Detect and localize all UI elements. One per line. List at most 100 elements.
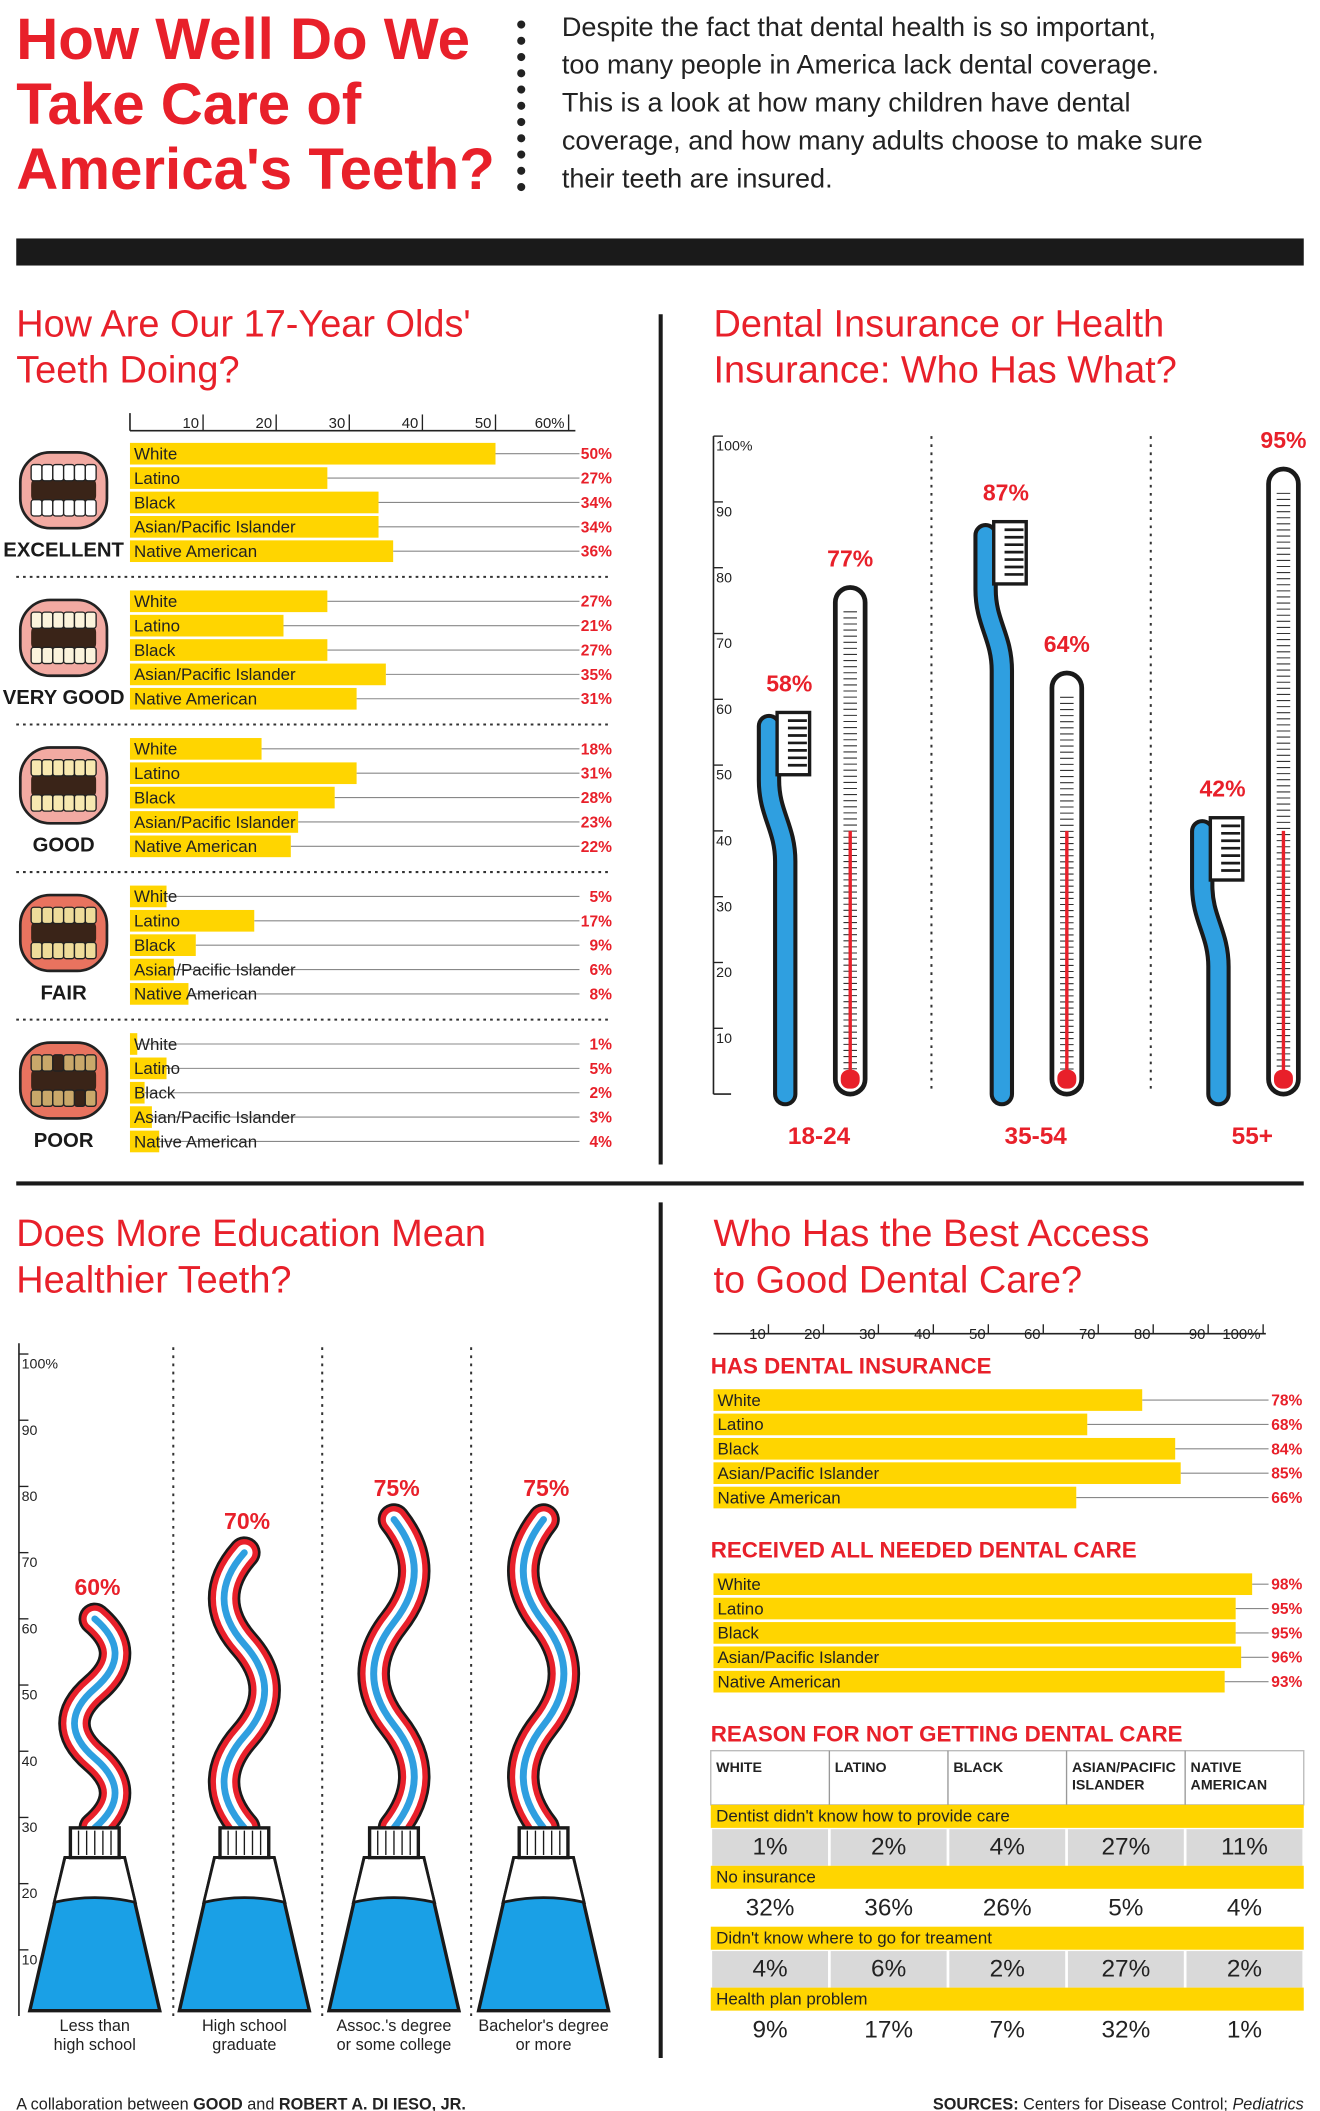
bar [129, 885, 167, 908]
series-label: White [134, 740, 177, 759]
tooth [41, 906, 54, 925]
cell [830, 1829, 947, 1866]
bar [129, 983, 189, 1005]
y-tick-label: 30 [716, 899, 732, 915]
bar [713, 1462, 1181, 1484]
x-tick-label: 10 [749, 1327, 766, 1343]
x-tick-label: 50 [969, 1327, 986, 1343]
x-tick-label: 60 [1024, 1327, 1041, 1343]
tooth [41, 646, 54, 665]
series-label: White [134, 887, 177, 906]
series-label: Black [134, 1084, 176, 1103]
tooth [73, 794, 86, 812]
cell [1067, 1890, 1184, 1927]
value-label: 50% [581, 446, 612, 463]
cell [712, 2011, 829, 2049]
series-label: Asian/Pacific Islander [134, 665, 296, 684]
value-label: 95% [1271, 1625, 1302, 1642]
tooth [73, 1089, 86, 1107]
bar [129, 811, 299, 833]
value-label: 95% [1271, 1601, 1302, 1618]
y-tick-label: 40 [22, 1754, 38, 1770]
tooth [52, 759, 65, 777]
value-label: 93% [1271, 1674, 1302, 1691]
chart-title: Insurance: Who Has What? [713, 350, 1176, 392]
tube-top [351, 1856, 437, 1905]
x-tick-label: 40 [402, 416, 419, 432]
value-label: 66% [1271, 1490, 1302, 1507]
paste-white [365, 1511, 423, 1836]
rating-label: GOOD [33, 835, 95, 857]
tooth [52, 1089, 65, 1107]
section-heading: RECEIVED ALL NEEDED DENTAL CARE [711, 1538, 1137, 1563]
value-label: 17% [581, 913, 612, 930]
series-label: Latino [134, 764, 180, 783]
cell-value: 36% [864, 1895, 913, 1922]
thermometer [1266, 466, 1301, 1097]
tooth [41, 499, 54, 517]
cell-value: 7% [990, 2016, 1025, 2043]
row-label-band [710, 1987, 1304, 2011]
tooth [41, 611, 54, 630]
cell [1186, 2011, 1303, 2049]
series-label: Native American [134, 1132, 257, 1151]
series-label: Latino [134, 616, 180, 635]
cell [1067, 1951, 1184, 1988]
series-label: Asian/Pacific Islander [134, 1108, 296, 1127]
x-tick-label: 55+ [1232, 1123, 1273, 1150]
value-label: 60% [74, 1574, 120, 1600]
value-label: 36% [581, 544, 612, 561]
value-label: 27% [581, 471, 612, 488]
series-label: White [134, 592, 177, 611]
credit-org: GOOD [193, 2096, 243, 2111]
x-tick-label: or more [516, 2036, 572, 2054]
series-label: Black [134, 936, 176, 955]
title: America's Teeth? [16, 137, 495, 202]
column-header: AMERICAN [1191, 1778, 1268, 1794]
bar [129, 515, 379, 538]
value-label: 87% [983, 480, 1029, 506]
cell-value: 26% [983, 1895, 1032, 1922]
bar [129, 934, 196, 956]
value-label: 27% [581, 594, 612, 611]
y-tick-label: 90 [716, 504, 732, 520]
tooth [41, 463, 54, 482]
tooth [52, 906, 65, 925]
cell-value: 4% [990, 1834, 1025, 1861]
y-tick-label: 80 [716, 570, 732, 586]
tooth [30, 1089, 43, 1107]
x-tick-label: 20 [804, 1327, 821, 1343]
y-tick-label: 100% [716, 439, 753, 455]
cell-value: 4% [752, 1955, 787, 1982]
tooth [73, 499, 86, 517]
cell-value: 5% [1108, 1895, 1143, 1922]
tooth [73, 611, 86, 630]
bar [129, 909, 255, 932]
cell-value: 27% [1101, 1955, 1150, 1982]
bar [129, 786, 335, 809]
y-tick-label: 10 [716, 1031, 732, 1047]
x-tick-label: 30 [329, 416, 346, 432]
bar [129, 540, 394, 563]
tooth [62, 1054, 76, 1072]
bar [713, 1413, 1088, 1436]
mercury-bulb [1057, 1069, 1077, 1089]
cell-value: 1% [752, 1834, 787, 1861]
column-header: NATIVE [1191, 1760, 1242, 1776]
tooth [73, 759, 86, 777]
value-label: 58% [766, 670, 812, 696]
series-label: Latino [134, 912, 180, 931]
header-bar [16, 238, 1304, 266]
bar [713, 1389, 1143, 1411]
tooth [62, 906, 76, 925]
value-label: 27% [581, 642, 612, 659]
credit: and [247, 2096, 274, 2111]
x-tick-label: 80 [1134, 1327, 1151, 1343]
x-tick-label: graduate [212, 2036, 276, 2054]
tooth [62, 941, 76, 960]
title: How Well Do We [16, 7, 470, 72]
value-label: 9% [589, 938, 612, 955]
row-label: No insurance [716, 1867, 816, 1886]
toothbrush [1194, 823, 1227, 1103]
row-label-band [710, 1865, 1304, 1889]
